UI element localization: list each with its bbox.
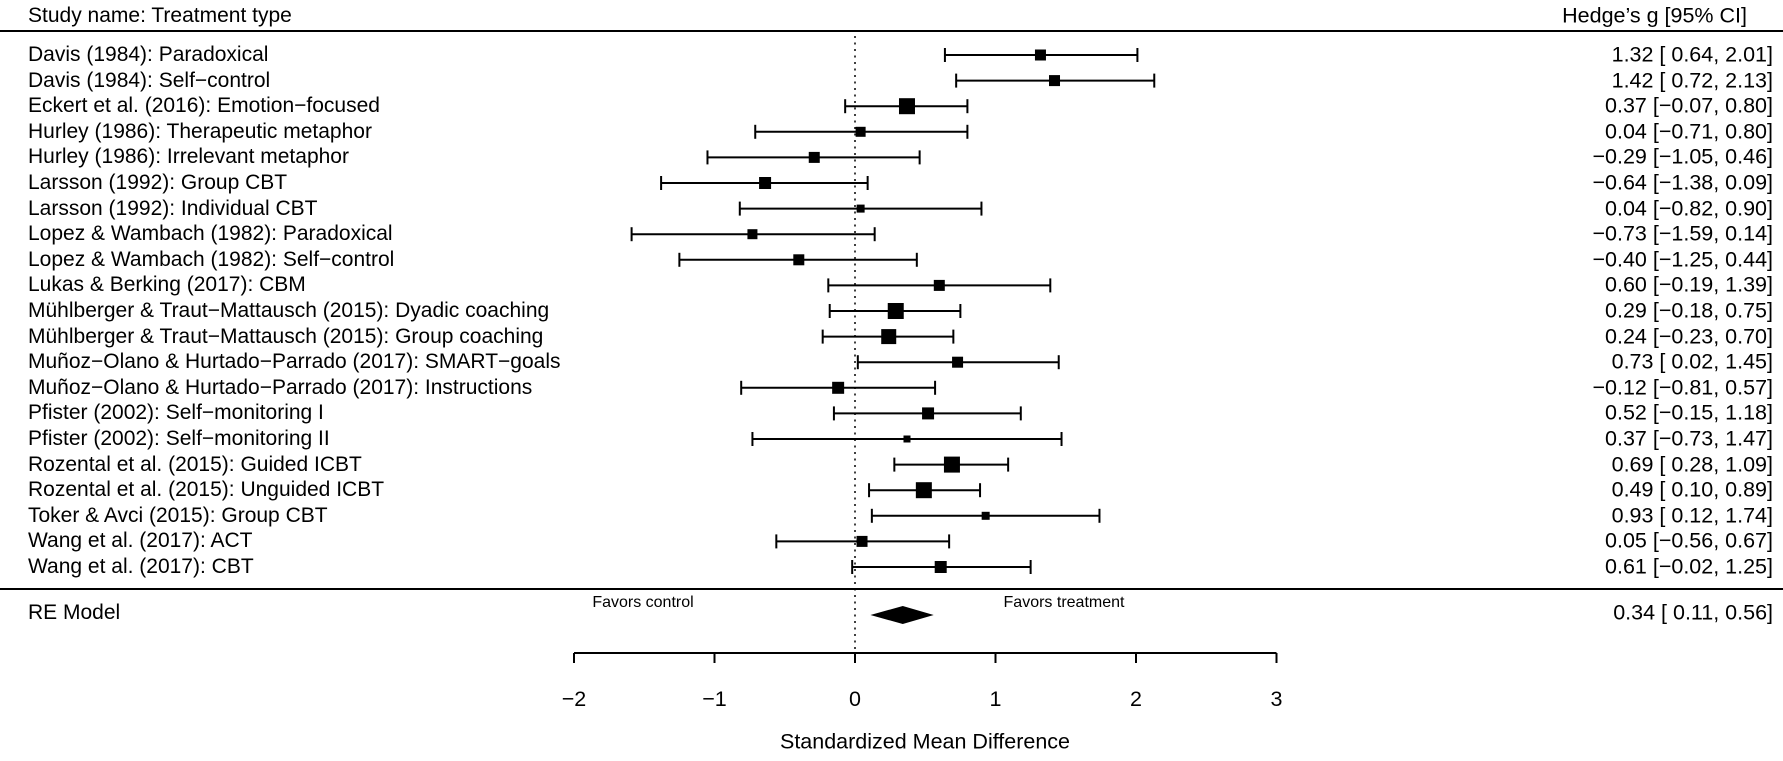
study-row-value: −0.29 [−1.05, 0.46] — [1592, 144, 1773, 169]
study-row-value: 0.37 [−0.07, 0.80] — [1605, 93, 1773, 118]
study-row-value: 0.69 [ 0.28, 1.09] — [1611, 452, 1773, 477]
effect-square — [922, 407, 935, 420]
effect-square — [793, 254, 805, 266]
x-axis-tick-label: 1 — [990, 687, 1002, 711]
study-row-value: 0.37 [−0.73, 1.47] — [1605, 426, 1773, 451]
study-row-value: 0.04 [−0.82, 0.90] — [1605, 196, 1773, 221]
study-row-label: Pfister (2002): Self−monitoring II — [28, 427, 330, 450]
study-row-label: Wang et al. (2017): CBT — [28, 555, 254, 578]
study-row-value: −0.73 [−1.59, 0.14] — [1592, 221, 1773, 246]
effect-square — [881, 329, 897, 345]
study-row-value: −0.64 [−1.38, 0.09] — [1592, 170, 1773, 195]
study-row-label: Muñoz−Olano & Hurtado−Parrado (2017): In… — [28, 375, 533, 399]
effect-square — [934, 561, 947, 573]
study-row-value: 0.24 [−0.23, 0.70] — [1605, 324, 1773, 349]
x-axis-title: Standardized Mean Difference — [779, 729, 1071, 754]
study-row-value: 0.73 [ 0.02, 1.45] — [1611, 349, 1773, 374]
study-row-value: 1.42 [ 0.72, 2.13] — [1611, 68, 1773, 93]
study-row-value: 0.05 [−0.56, 0.67] — [1605, 528, 1773, 553]
effect-square — [981, 511, 990, 520]
study-row-label: Wang et al. (2017): ACT — [28, 529, 253, 553]
favors-treatment-label: Favors treatment — [1003, 594, 1125, 611]
effect-square — [887, 303, 904, 319]
study-row-label: Lopez & Wambach (1982): Paradoxical — [28, 222, 393, 246]
x-axis-tick-label: 2 — [1130, 687, 1142, 711]
effect-square — [933, 279, 945, 291]
effect-square — [832, 381, 845, 394]
study-row-value: 0.93 [ 0.12, 1.74] — [1611, 503, 1773, 528]
x-axis-tick-label: 0 — [849, 687, 861, 711]
study-row-label: Davis (1984): Self−control — [28, 68, 271, 92]
study-row-value: 0.52 [−0.15, 1.18] — [1605, 400, 1773, 425]
study-row-label: Rozental et al. (2015): Guided ICBT — [28, 452, 362, 476]
x-axis-tick-label: −1 — [702, 687, 727, 711]
x-axis-tick-label: −2 — [562, 687, 587, 711]
effect-square — [1049, 75, 1061, 87]
study-row-label: Hurley (1986): Irrelevant metaphor — [28, 145, 349, 169]
effect-square — [808, 151, 820, 163]
effect-square — [1034, 49, 1046, 61]
study-row-label: Eckert et al. (2016): Emotion−focused — [28, 94, 380, 118]
study-row-value: −0.40 [−1.25, 0.44] — [1592, 247, 1773, 272]
study-row-label: Rozental et al. (2015): Unguided ICBT — [28, 478, 385, 502]
summary-row-label: RE Model — [28, 601, 121, 624]
study-row-label: Lopez & Wambach (1982): Self−control — [28, 247, 395, 271]
x-axis-tick-label: 3 — [1271, 687, 1283, 711]
effect-square — [855, 126, 866, 137]
study-row-value: 0.60 [−0.19, 1.39] — [1605, 272, 1773, 297]
effect-square — [903, 435, 911, 443]
study-row-label: Pfister (2002): Self−monitoring I — [28, 401, 324, 425]
effect-square — [898, 98, 915, 115]
effect-square — [856, 204, 865, 213]
study-row-label: Hurley (1986): Therapeutic metaphor — [28, 119, 372, 143]
favors-control-label: Favors control — [592, 594, 694, 611]
study-row-label: Larsson (1992): Group CBT — [28, 171, 288, 194]
study-row-value: 0.29 [−0.18, 0.75] — [1605, 298, 1773, 323]
study-row-label: Larsson (1992): Individual CBT — [28, 196, 318, 220]
study-row-value: 1.32 [ 0.64, 2.01] — [1611, 42, 1773, 67]
study-row-label: Mühlberger & Traut−Mattausch (2015): Dya… — [28, 299, 550, 322]
effect-square — [747, 229, 758, 240]
study-row-value: 0.49 [ 0.10, 0.89] — [1611, 477, 1773, 502]
summary-row-value: 0.34 [ 0.11, 0.56] — [1613, 600, 1773, 625]
study-row-value: −0.12 [−0.81, 0.57] — [1592, 375, 1773, 400]
column-header-study: Study name: Treatment type — [28, 4, 292, 27]
study-row-label: Muñoz−Olano & Hurtado−Parrado (2017): SM… — [28, 350, 561, 374]
study-row-value: 0.04 [−0.71, 0.80] — [1605, 119, 1773, 144]
effect-square — [943, 456, 960, 473]
study-row-label: Davis (1984): Paradoxical — [28, 43, 269, 66]
effect-square — [915, 482, 932, 499]
column-header-effect: Hedge’s g [95% CI] — [1562, 3, 1747, 28]
study-row-value: 0.61 [−0.02, 1.25] — [1605, 554, 1773, 579]
effect-square — [759, 177, 772, 189]
effect-square — [856, 535, 868, 547]
effect-square — [952, 356, 964, 368]
study-row-label: Lukas & Berking (2017): CBM — [28, 273, 306, 297]
summary-diamond — [870, 606, 934, 624]
study-row-label: Toker & Avci (2015): Group CBT — [28, 503, 328, 527]
study-row-label: Mühlberger & Traut−Mattausch (2015): Gro… — [28, 324, 544, 348]
